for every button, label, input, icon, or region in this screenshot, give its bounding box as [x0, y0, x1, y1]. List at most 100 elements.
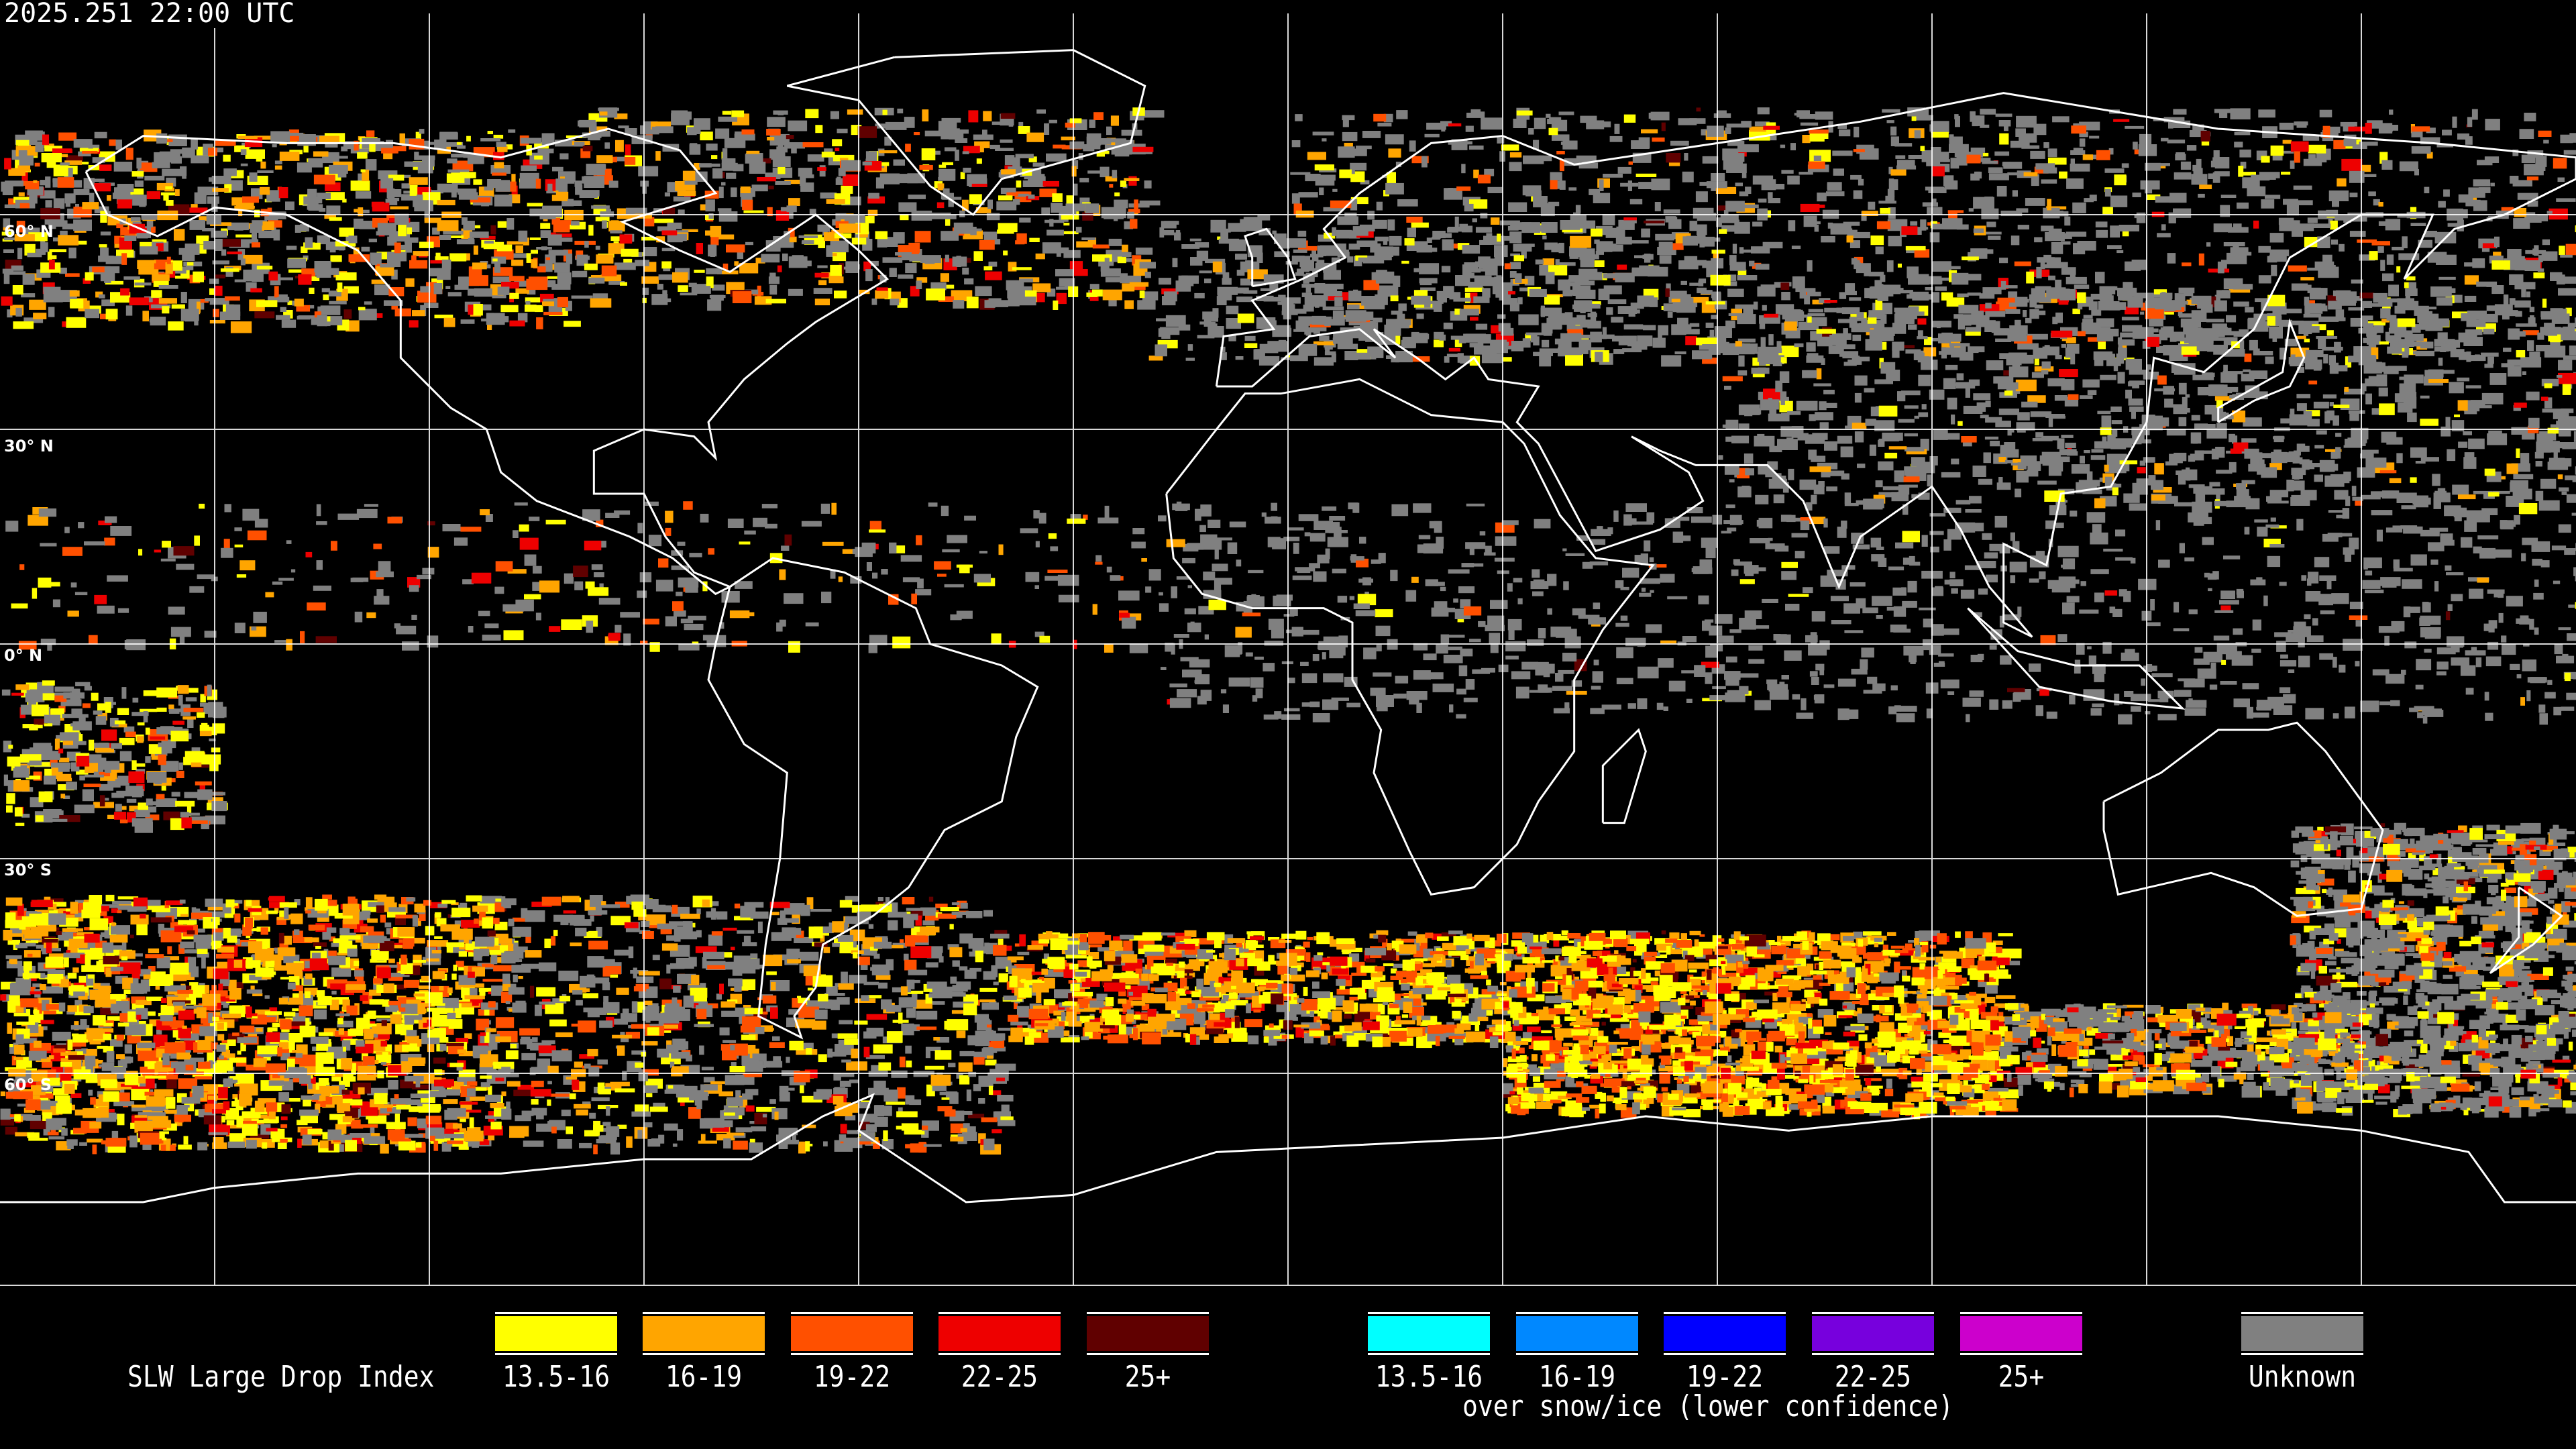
- cloud-pixel: [2365, 570, 2373, 576]
- cloud-pixel: [2137, 467, 2146, 474]
- cloud-pixel: [1973, 228, 1984, 233]
- cloud-pixel: [5, 180, 23, 186]
- cloud-pixel: [916, 277, 928, 283]
- cloud-pixel: [1623, 217, 1637, 221]
- cloud-pixel: [984, 300, 996, 308]
- cloud-pixel: [857, 126, 877, 138]
- cloud-pixel: [1200, 504, 1212, 517]
- cloud-pixel: [525, 297, 541, 303]
- cloud-pixel: [1738, 673, 1759, 678]
- cloud-pixel: [146, 191, 160, 199]
- cloud-pixel: [1762, 598, 1778, 603]
- cloud-pixel: [2210, 160, 2218, 168]
- cloud-pixel: [194, 321, 199, 326]
- cloud-pixel: [2530, 315, 2534, 319]
- cloud-pixel: [409, 260, 428, 269]
- cloud-pixel: [41, 153, 62, 162]
- cloud-pixel: [1449, 704, 1454, 713]
- cloud-pixel: [1313, 571, 1327, 582]
- cloud-pixel: [542, 301, 554, 307]
- cloud-pixel: [2153, 328, 2159, 333]
- cloud-pixel: [2411, 126, 2430, 132]
- cloud-pixel: [2037, 480, 2057, 485]
- cloud-pixel: [547, 234, 562, 246]
- cloud-pixel: [1959, 317, 1972, 326]
- cloud-pixel: [121, 253, 127, 265]
- cloud-pixel: [830, 264, 842, 276]
- cloud-pixel: [415, 131, 421, 142]
- cloud-pixel: [1122, 244, 1128, 254]
- cloud-pixel: [663, 268, 671, 272]
- cloud-pixel: [2151, 480, 2163, 490]
- cloud-pixel: [1204, 278, 1212, 284]
- cloud-pixel: [875, 231, 888, 239]
- cloud-pixel: [353, 247, 360, 258]
- cloud-pixel: [1840, 446, 1854, 458]
- cloud-pixel: [2417, 311, 2432, 323]
- cloud-pixel: [1466, 503, 1485, 506]
- cloud-pixel: [1019, 217, 1031, 223]
- cloud-pixel: [1128, 209, 1140, 213]
- cloud-pixel: [301, 246, 308, 253]
- cloud-pixel: [460, 172, 476, 178]
- cloud-pixel: [1481, 279, 1499, 284]
- cloud-pixel: [1752, 408, 1762, 415]
- cloud-pixel: [602, 220, 607, 229]
- cloud-pixel: [53, 237, 60, 241]
- cloud-pixel: [343, 309, 352, 319]
- cloud-pixel: [2344, 386, 2349, 392]
- cloud-pixel: [497, 286, 510, 295]
- cloud-pixel: [2226, 252, 2247, 264]
- cloud-pixel: [1332, 310, 1344, 317]
- cloud-pixel: [1079, 197, 1090, 205]
- cloud-pixel: [2451, 594, 2463, 602]
- cloud-pixel: [1951, 414, 1955, 425]
- cloud-pixel: [2209, 482, 2220, 487]
- cloud-pixel: [895, 252, 912, 256]
- cloud-pixel: [1921, 404, 1927, 410]
- cloud-pixel: [2331, 239, 2339, 245]
- cloud-pixel: [818, 237, 825, 248]
- cloud-pixel: [2282, 309, 2302, 314]
- cloud-pixel: [1865, 339, 1882, 351]
- cloud-pixel: [564, 321, 581, 327]
- cloud-pixel: [343, 286, 359, 294]
- cloud-pixel: [1313, 330, 1320, 334]
- cloud-pixel: [1542, 235, 1547, 239]
- cloud-pixel: [1504, 263, 1511, 270]
- cloud-pixel: [2361, 301, 2372, 308]
- cloud-pixel: [710, 235, 719, 246]
- cloud-pixel: [1096, 151, 1105, 157]
- cloud-pixel: [1589, 189, 1601, 195]
- cloud-pixel: [1434, 339, 1444, 347]
- cloud-pixel: [2415, 350, 2434, 357]
- cloud-pixel: [1980, 109, 1996, 115]
- cloud-pixel: [57, 177, 74, 188]
- cloud-pixel: [1927, 276, 1942, 285]
- cloud-pixel: [1837, 319, 1853, 323]
- cloud-pixel: [506, 218, 515, 230]
- cloud-pixel: [1707, 125, 1724, 137]
- cloud-pixel: [2047, 148, 2057, 158]
- cloud-pixel: [316, 270, 331, 278]
- cloud-pixel: [788, 198, 800, 206]
- cloud-pixel: [2378, 202, 2383, 207]
- cloud-pixel: [1725, 656, 1737, 663]
- cloud-pixel: [82, 202, 99, 209]
- cloud-pixel: [341, 146, 348, 152]
- cloud-pixel: [963, 258, 971, 263]
- cloud-pixel: [521, 165, 537, 172]
- cloud-pixel: [707, 299, 722, 311]
- cloud-pixel: [596, 254, 614, 264]
- cloud-pixel: [1942, 218, 1963, 228]
- cloud-pixel: [1320, 316, 1332, 325]
- cloud-pixel: [180, 166, 187, 176]
- cloud-pixel: [2242, 683, 2259, 690]
- cloud-pixel: [1809, 466, 1831, 472]
- cloud-pixel: [2534, 451, 2544, 459]
- cloud-pixel: [2451, 657, 2470, 666]
- cloud-pixel: [2267, 555, 2281, 568]
- cloud-pixel: [1741, 173, 1747, 178]
- cloud-pixel: [1517, 297, 1523, 305]
- cloud-pixel: [494, 262, 500, 273]
